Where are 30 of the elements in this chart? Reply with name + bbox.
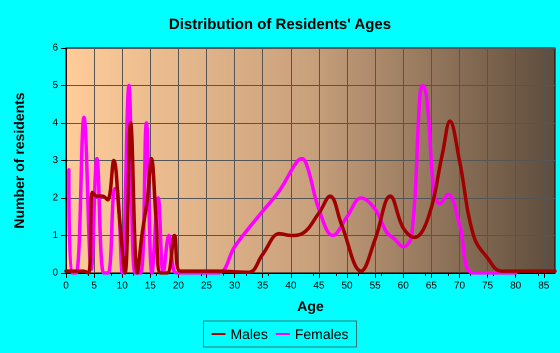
x-tick-label: 5 — [91, 280, 98, 292]
x-tick-label: 45 — [313, 280, 325, 292]
x-tick-label: 70 — [454, 280, 466, 292]
y-tick-label: 3 — [52, 155, 58, 166]
y-tick-label: 2 — [52, 192, 58, 204]
x-tick-label: 15 — [144, 280, 156, 292]
chart-title: Distribution of Residents' Ages — [168, 16, 392, 33]
x-tick-label: 80 — [510, 280, 522, 292]
x-tick-label: 35 — [257, 280, 269, 292]
x-tick-label: 60 — [398, 280, 410, 292]
x-tick-label: 10 — [116, 280, 128, 292]
legend-label: Males — [230, 326, 268, 342]
x-tick-label: 25 — [200, 280, 213, 292]
x-tick-label: 30 — [229, 280, 241, 292]
y-tick-label: 0 — [52, 268, 58, 278]
x-tick-label: 50 — [341, 280, 354, 292]
x-tick-label: 85 — [538, 280, 550, 292]
x-tick-label: 65 — [426, 280, 438, 292]
x-tick-label: 20 — [172, 280, 184, 292]
x-tick-label: 75 — [482, 280, 494, 292]
y-tick-label: 5 — [52, 80, 58, 91]
x-tick-label: 55 — [370, 280, 382, 292]
y-tick-label: 6 — [52, 42, 58, 54]
legend-label: Females — [294, 326, 349, 342]
x-axis-title: Age — [297, 298, 324, 314]
y-tick-label: 1 — [52, 230, 58, 241]
y-tick-label: 4 — [52, 118, 58, 128]
y-axis-title: Number of residents — [11, 92, 27, 229]
x-tick-label: 0 — [63, 280, 70, 292]
x-tick-label: 40 — [285, 280, 297, 292]
